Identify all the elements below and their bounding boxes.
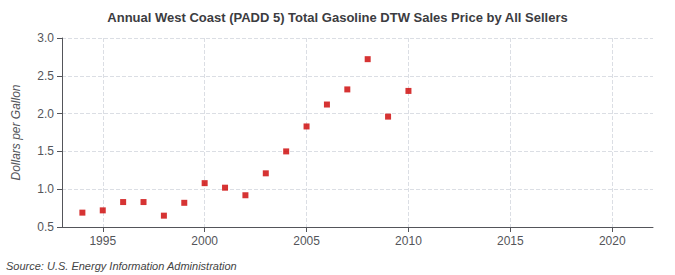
svg-text:Annual West Coast (PADD 5) Tot: Annual West Coast (PADD 5) Total Gasolin… — [107, 10, 567, 25]
svg-text:2010: 2010 — [395, 234, 422, 248]
svg-text:3.0: 3.0 — [37, 31, 54, 45]
svg-text:2015: 2015 — [497, 234, 524, 248]
svg-text:2005: 2005 — [293, 234, 320, 248]
svg-text:Dollars per Gallon: Dollars per Gallon — [9, 84, 23, 180]
svg-text:1995: 1995 — [89, 234, 116, 248]
svg-text:1.5: 1.5 — [37, 144, 54, 158]
svg-text:2020: 2020 — [599, 234, 626, 248]
svg-text:1.0: 1.0 — [37, 182, 54, 196]
svg-text:0.5: 0.5 — [37, 220, 54, 234]
svg-text:Source: U.S. Energy Informatio: Source: U.S. Energy Information Administ… — [6, 260, 237, 272]
svg-text:2.5: 2.5 — [37, 69, 54, 83]
svg-text:2000: 2000 — [191, 234, 218, 248]
svg-text:2.0: 2.0 — [37, 107, 54, 121]
